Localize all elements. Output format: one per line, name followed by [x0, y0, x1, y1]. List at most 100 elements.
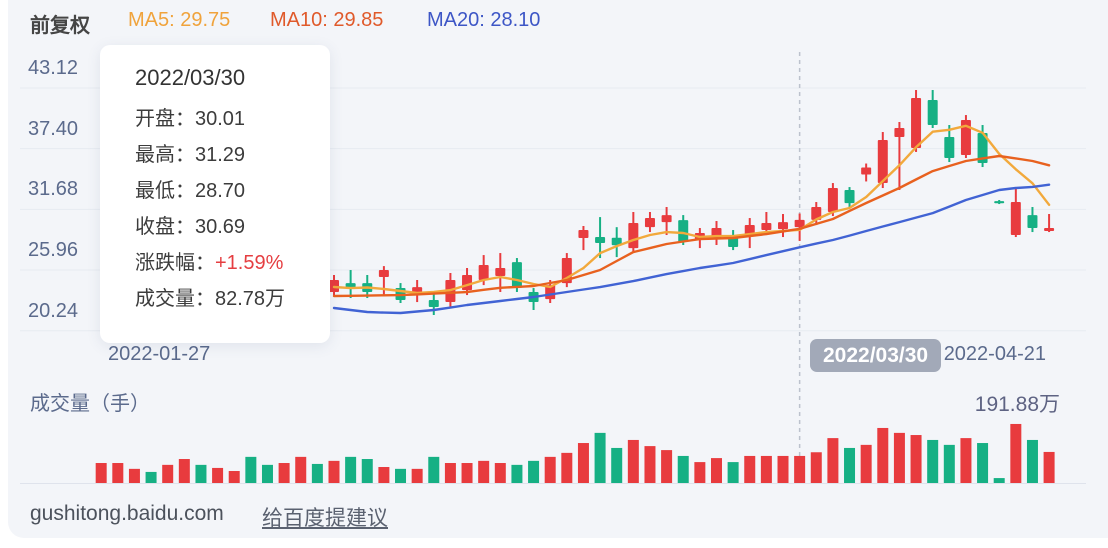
candle[interactable]: [960, 120, 971, 156]
volume-bar[interactable]: [677, 455, 689, 483]
volume-bar[interactable]: [428, 456, 440, 483]
volume-bar[interactable]: [877, 427, 889, 483]
candle[interactable]: [378, 270, 389, 278]
volume-bar[interactable]: [212, 467, 224, 483]
tooltip-date: 2022/03/30: [135, 65, 246, 90]
volume-bar[interactable]: [95, 463, 107, 483]
volume-bar[interactable]: [810, 452, 822, 483]
candle[interactable]: [761, 223, 772, 231]
tooltip-row-low: 最低：28.70: [135, 180, 246, 202]
candle[interactable]: [927, 99, 938, 126]
volume-bar[interactable]: [744, 455, 756, 483]
volume-bar[interactable]: [162, 464, 174, 483]
volume-bar[interactable]: [893, 432, 905, 483]
volume-bar[interactable]: [378, 467, 390, 483]
volume-bar[interactable]: [145, 471, 157, 483]
volume-bar[interactable]: [278, 463, 290, 483]
x-axis-date-right: 2022-04-21: [943, 343, 1046, 365]
candle[interactable]: [1044, 228, 1055, 231]
candle[interactable]: [628, 223, 639, 249]
feedback-link[interactable]: 给百度提建议: [262, 507, 388, 530]
volume-bar[interactable]: [112, 463, 124, 483]
candle[interactable]: [1010, 202, 1021, 236]
volume-bar[interactable]: [760, 455, 772, 483]
volume-bar[interactable]: [395, 468, 407, 483]
volume-bar[interactable]: [128, 468, 140, 483]
candle[interactable]: [345, 283, 356, 288]
volume-bar[interactable]: [1010, 423, 1022, 483]
candle[interactable]: [894, 127, 905, 138]
volume-bar[interactable]: [261, 464, 273, 483]
volume-bar[interactable]: [478, 460, 490, 483]
volume-bar[interactable]: [544, 456, 556, 483]
volume-bar[interactable]: [494, 463, 506, 483]
candle[interactable]: [944, 137, 955, 159]
volume-bar[interactable]: [910, 435, 922, 483]
volume-bar[interactable]: [727, 462, 739, 483]
candle[interactable]: [827, 188, 838, 213]
volume-bar[interactable]: [461, 463, 473, 483]
volume-bar[interactable]: [1043, 451, 1055, 483]
volume-bar[interactable]: [511, 464, 523, 483]
ma5-legend: MA5: 29.75: [128, 9, 231, 31]
candle[interactable]: [595, 237, 606, 243]
volume-bar[interactable]: [195, 464, 207, 483]
volume-bar[interactable]: [561, 452, 573, 483]
volume-bar[interactable]: [844, 447, 856, 483]
candle[interactable]: [994, 201, 1005, 204]
candle[interactable]: [478, 265, 489, 280]
volume-bar[interactable]: [245, 456, 257, 483]
volume-bar[interactable]: [993, 478, 1005, 483]
ma20-line: [332, 183, 1051, 315]
candle[interactable]: [794, 219, 805, 228]
candle[interactable]: [861, 167, 872, 175]
candle[interactable]: [661, 215, 672, 223]
volume-bar[interactable]: [777, 455, 789, 483]
volume-bar[interactable]: [361, 459, 373, 483]
volume-bar[interactable]: [594, 432, 606, 483]
candle[interactable]: [495, 268, 506, 276]
candle[interactable]: [578, 230, 589, 238]
candle[interactable]: [511, 262, 522, 289]
volume-bar[interactable]: [1026, 439, 1038, 483]
candle[interactable]: [1027, 215, 1038, 229]
tooltip: 2022/03/30 开盘：30.01 最高：31.29 最低：28.70 收盘…: [100, 45, 330, 343]
volume-bar[interactable]: [228, 471, 240, 483]
volume-bar[interactable]: [860, 444, 872, 483]
volume-bar[interactable]: [295, 456, 307, 483]
candle[interactable]: [778, 222, 789, 230]
candle[interactable]: [611, 237, 622, 246]
candle[interactable]: [678, 220, 689, 243]
volume-bar[interactable]: [943, 444, 955, 483]
volume-bar[interactable]: [411, 468, 423, 483]
price-axis-label: 25.96: [28, 239, 79, 262]
candle[interactable]: [877, 139, 888, 184]
candle[interactable]: [811, 207, 822, 220]
volume-bar[interactable]: [694, 462, 706, 483]
candle[interactable]: [744, 225, 755, 236]
volume-bar[interactable]: [311, 463, 323, 483]
candle[interactable]: [911, 97, 922, 149]
volume-bar[interactable]: [644, 446, 656, 483]
candle[interactable]: [462, 275, 473, 291]
volume-bar[interactable]: [661, 450, 673, 483]
volume-bar[interactable]: [960, 438, 972, 483]
volume-bar[interactable]: [611, 447, 623, 483]
volume-bar[interactable]: [328, 460, 340, 483]
volume-bar[interactable]: [178, 459, 190, 483]
volume-bar[interactable]: [977, 443, 989, 483]
candle[interactable]: [977, 132, 988, 163]
adjust-mode-selector[interactable]: 前复权: [30, 15, 90, 37]
candle[interactable]: [428, 300, 439, 308]
candle[interactable]: [644, 218, 655, 228]
volume-bar[interactable]: [827, 438, 839, 483]
volume-bar[interactable]: [710, 458, 722, 483]
volume-bar[interactable]: [927, 439, 939, 483]
volume-bar[interactable]: [528, 460, 540, 483]
volume-bar[interactable]: [627, 439, 639, 483]
volume-bar[interactable]: [345, 456, 357, 483]
candle[interactable]: [844, 190, 855, 204]
volume-bar[interactable]: [577, 443, 589, 483]
volume-bar[interactable]: [794, 455, 806, 483]
volume-bar[interactable]: [444, 463, 456, 483]
